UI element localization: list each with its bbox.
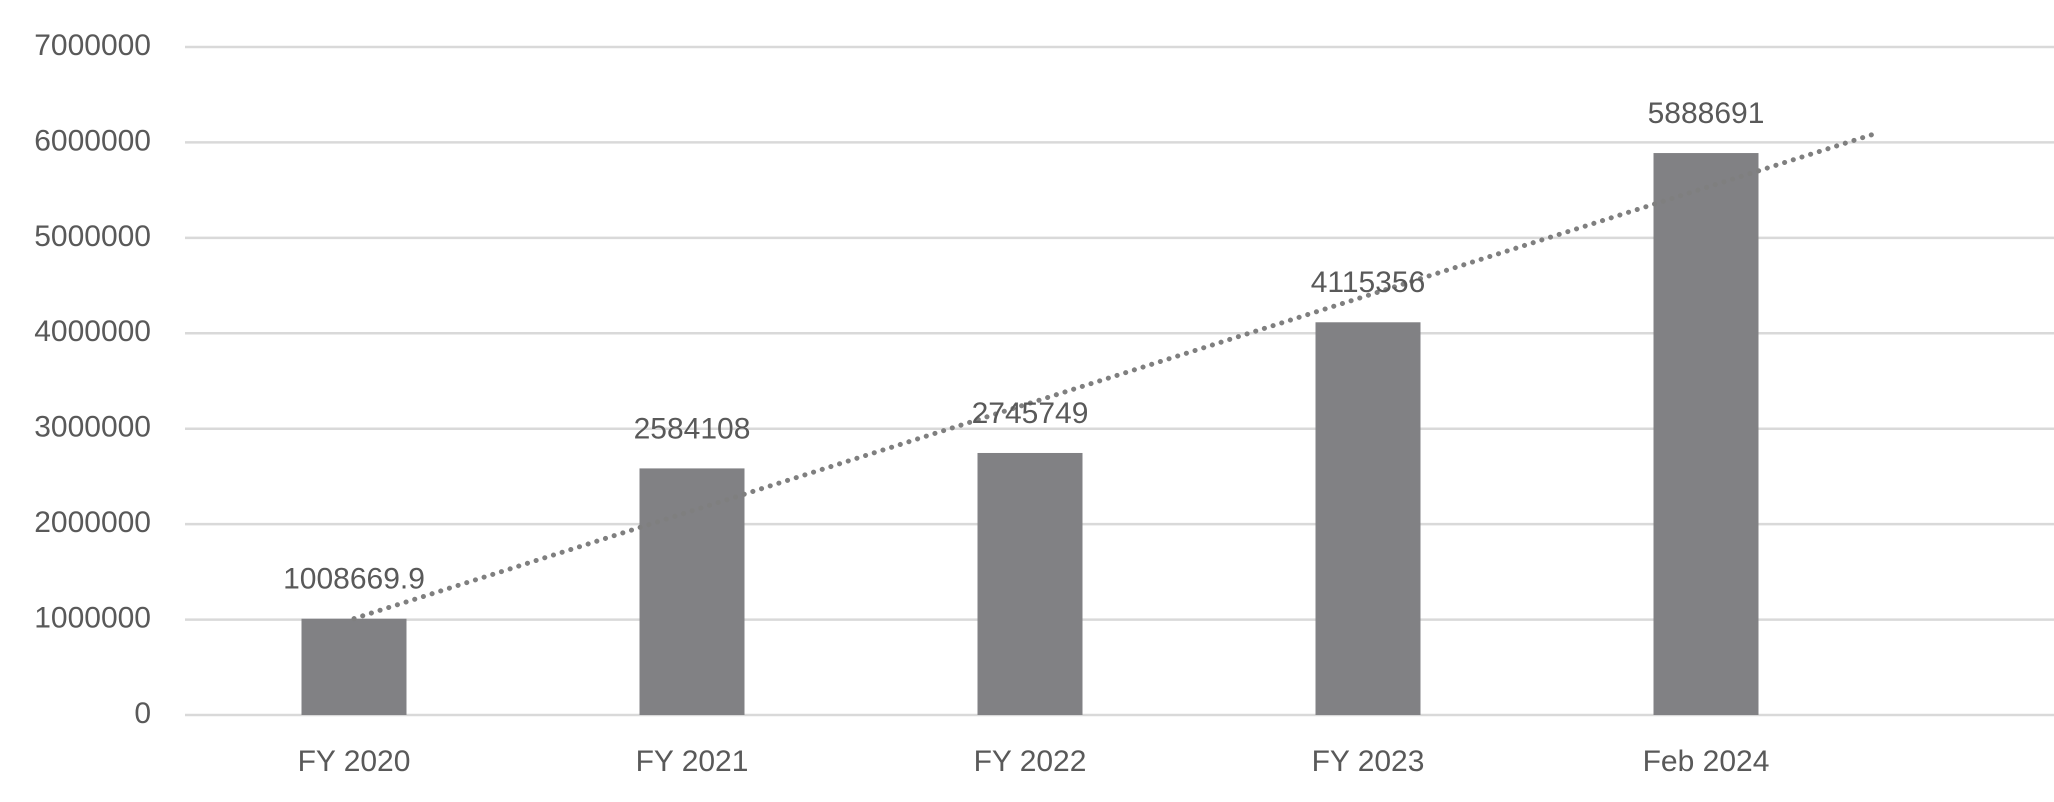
y-tick-label: 2000000 (34, 506, 151, 539)
trendline (351, 131, 1878, 622)
x-tick-label: Feb 2024 (1643, 745, 1770, 778)
y-tick-label: 7000000 (34, 29, 151, 62)
bar (1315, 322, 1421, 715)
data-label: 4115356 (1311, 266, 1426, 299)
y-tick-label: 5000000 (34, 220, 151, 253)
data-label: 1008669.9 (283, 563, 425, 596)
bar (301, 618, 407, 715)
bar (977, 452, 1083, 715)
y-tick-label: 0 (134, 697, 151, 730)
bar (1653, 153, 1759, 715)
bar (639, 468, 745, 715)
y-tick-label: 3000000 (34, 411, 151, 444)
data-label: 2584108 (634, 412, 751, 445)
data-label: 5888691 (1648, 97, 1765, 130)
y-tick-label: 6000000 (34, 124, 151, 157)
x-tick-label: FY 2023 (1312, 745, 1425, 778)
y-tick-label: 4000000 (34, 315, 151, 348)
x-tick-label: FY 2022 (974, 745, 1087, 778)
data-label: 2745749 (972, 397, 1089, 430)
x-tick-label: FY 2021 (636, 745, 749, 778)
x-tick-label: FY 2020 (298, 745, 411, 778)
y-tick-label: 1000000 (34, 601, 151, 634)
